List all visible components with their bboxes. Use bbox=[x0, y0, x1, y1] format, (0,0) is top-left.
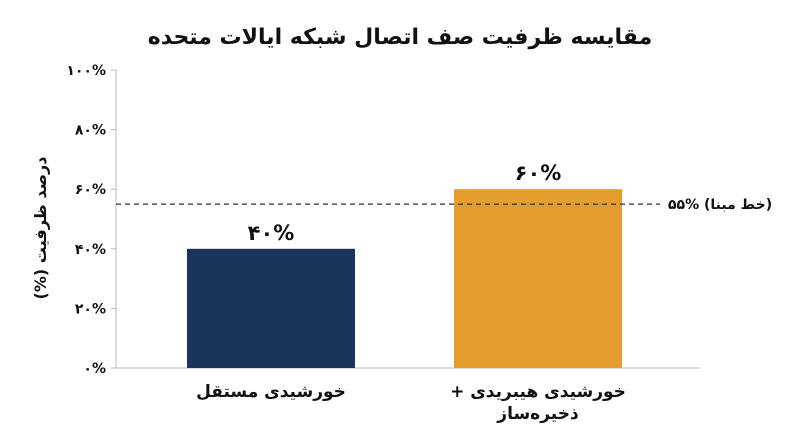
y-axis-label: درصد ظرفیت (%) bbox=[31, 157, 50, 300]
y-tick-label: ۲۰% bbox=[75, 301, 106, 317]
plot-area: ۰% ۲۰% ۴۰% ۶۰% ۸۰% ۱۰۰% ۴۰% خورشیدی مستقل ۶۰% خور… bbox=[66, 63, 772, 424]
y-tick-label: ۶۰% bbox=[75, 182, 106, 198]
bar bbox=[454, 189, 622, 368]
y-tick-label: ۴۰% bbox=[75, 242, 106, 258]
y-tick-label: ۰% bbox=[83, 361, 106, 377]
data-label: ۶۰% bbox=[515, 161, 562, 185]
category-label: خورشیدی هیبریدی + bbox=[450, 382, 626, 402]
y-tick-label: ۸۰% bbox=[75, 123, 106, 139]
bar bbox=[187, 248, 355, 368]
reference-line-label: ۵۵% (خط مبنا) bbox=[668, 197, 772, 213]
chart-title: مقایسه ظرفیت صف اتصال شبکه ایالات متحده bbox=[148, 25, 653, 50]
data-label: ۴۰% bbox=[248, 221, 295, 245]
category-label: خورشیدی مستقل bbox=[196, 382, 346, 402]
y-tick-label: ۱۰۰% bbox=[66, 63, 106, 79]
category-label: ذخیره‌ساز bbox=[496, 404, 579, 424]
